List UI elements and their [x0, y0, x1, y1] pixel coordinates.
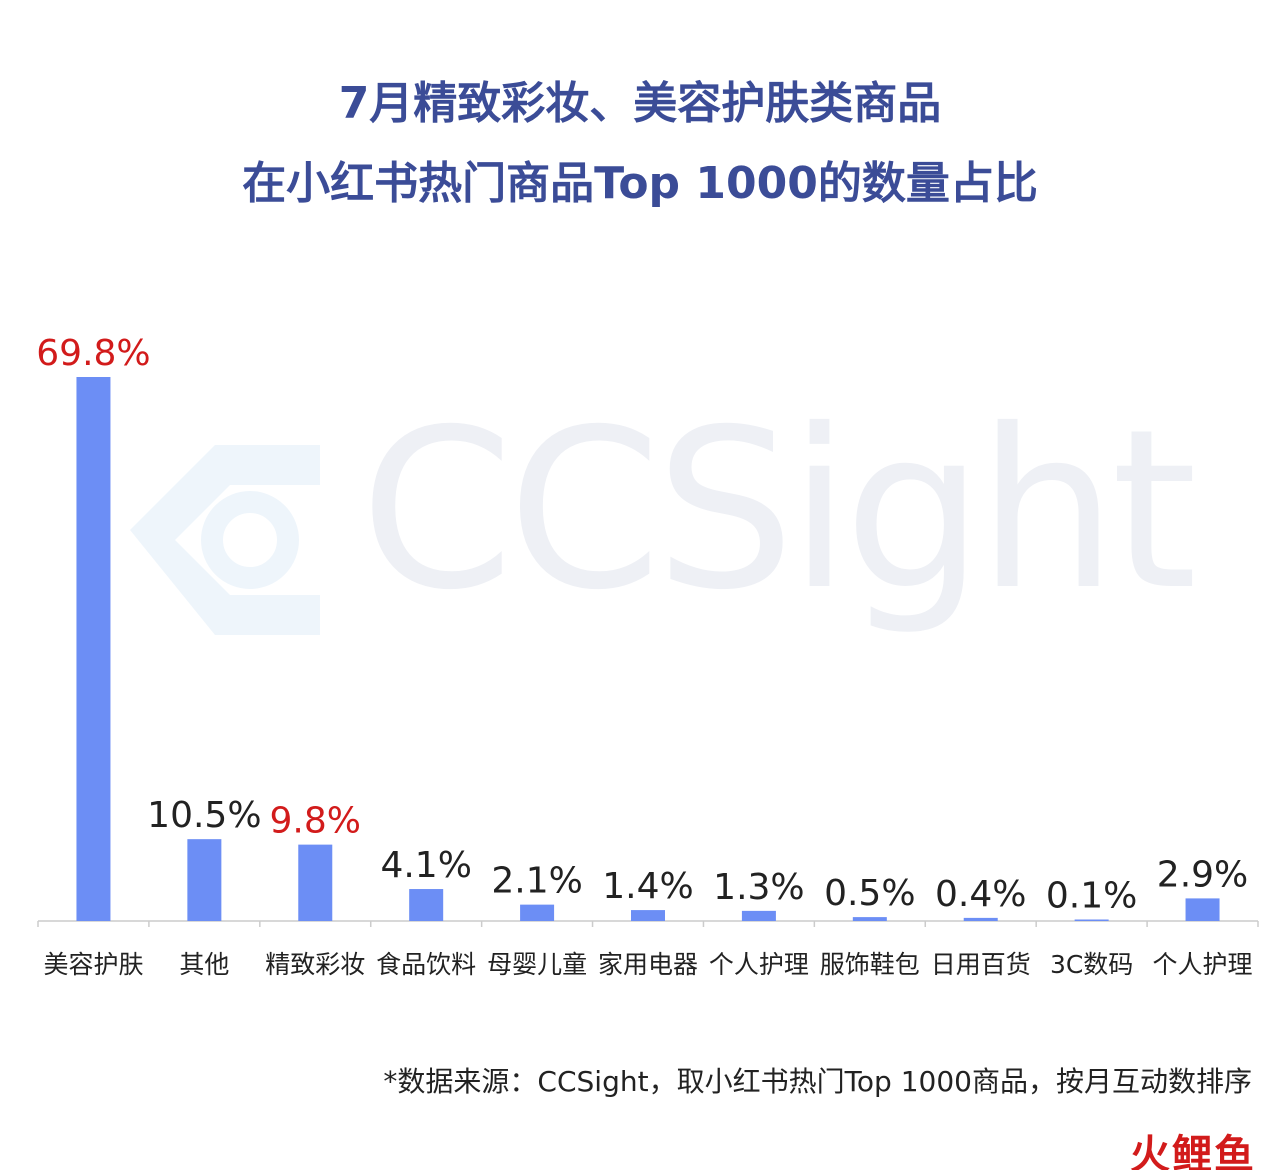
bar-value-label: 0.4%: [935, 874, 1026, 915]
bar-value-label: 0.1%: [1046, 876, 1137, 917]
category-label: 精致彩妆: [265, 950, 365, 979]
category-label: 母婴儿童: [487, 950, 587, 979]
corner-logo-text: 火鲤鱼: [1130, 1132, 1256, 1170]
bar-value-label: 1.3%: [713, 867, 804, 908]
ccsight-watermark-logo-icon: [130, 445, 320, 635]
bar-value-label: 9.8%: [270, 801, 361, 842]
chart-title-line-2: 在小红书热门商品Top 1000的数量占比: [242, 158, 1038, 209]
bar-chart: 69.8% 美容护肤 10.5% 其他 9.8% 精致彩妆 4.1% 食品饮料 2.1% 母婴儿童…: [36, 333, 1259, 979]
bar-value-label: 2.9%: [1157, 854, 1248, 895]
bar: [1185, 898, 1220, 921]
bar: [741, 910, 776, 921]
bar-value-label: 0.5%: [824, 873, 915, 914]
category-label: 家用电器: [598, 950, 698, 979]
bar: [852, 917, 887, 921]
bar: [1074, 919, 1109, 921]
bar: [631, 910, 665, 921]
bar-value-label: 2.1%: [491, 861, 582, 902]
bar: [963, 917, 998, 921]
source-note: *数据来源：CCSight，取小红书热门Top 1000商品，按月互动数排序: [383, 1065, 1252, 1098]
chart-title-line-1: 7月精致彩妆、美容护肤类商品: [338, 78, 942, 129]
category-label: 美容护肤: [43, 950, 143, 979]
bar-value-label: 69.8%: [36, 333, 150, 374]
ccsight-watermark-text: CCSight: [360, 382, 1197, 638]
category-label: 食品饮料: [376, 950, 476, 979]
category-label: 3C数码: [1050, 950, 1133, 979]
bar-value-label: 4.1%: [380, 845, 471, 886]
category-label: 个人护理: [709, 950, 809, 979]
category-label: 日用百货: [931, 950, 1031, 979]
bar: [76, 377, 111, 921]
bar: [520, 904, 555, 921]
category-label: 个人护理: [1153, 950, 1253, 979]
bar-value-label: 10.5%: [147, 795, 261, 836]
corner-logo: 火鲤鱼: [1130, 1122, 1256, 1170]
bar: [298, 844, 333, 921]
bar: [187, 839, 222, 921]
category-label: 服饰鞋包: [820, 950, 920, 979]
bar-value-label: 1.4%: [602, 866, 693, 907]
category-label: 其他: [179, 950, 229, 979]
bar: [409, 889, 444, 921]
